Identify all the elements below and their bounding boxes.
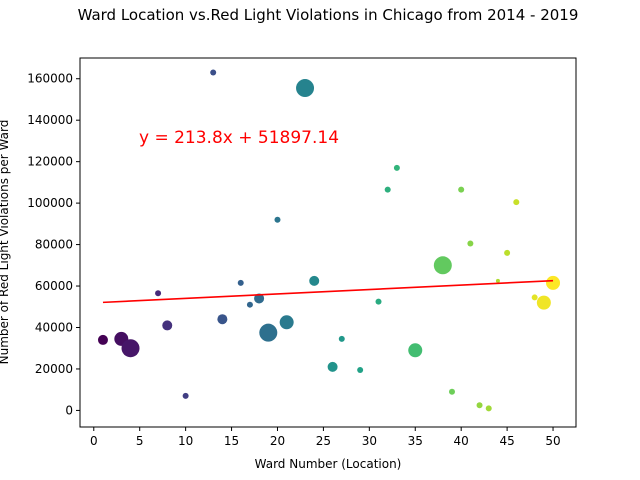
data-point-32: [531, 294, 538, 301]
data-point-27: [476, 402, 483, 409]
data-point-24: [449, 388, 455, 395]
data-point-31: [513, 199, 520, 206]
x-axis-label: Ward Number (Location): [255, 457, 402, 471]
data-point-23: [433, 256, 452, 275]
data-point-15: [309, 275, 320, 286]
data-point-2: [121, 339, 140, 358]
x-tick-label-8: 40: [454, 434, 469, 448]
regression-layer: [102, 279, 554, 304]
regression-equation: y = 213.8x + 51897.14: [139, 128, 339, 148]
data-point-20: [384, 186, 391, 193]
x-tick-label-3: 15: [224, 434, 239, 448]
data-point-10: [254, 293, 265, 304]
data-point-28: [485, 405, 492, 412]
y-axis-label: Number of Red Light Violations per Ward: [0, 120, 11, 365]
data-point-17: [338, 335, 345, 342]
data-point-6: [210, 69, 217, 76]
data-point-16: [327, 361, 338, 372]
y-tick-label-5: 100000: [27, 196, 73, 210]
x-tick-label-1: 5: [136, 434, 144, 448]
x-tick-label-6: 30: [362, 434, 377, 448]
y-tick-label-7: 140000: [27, 113, 73, 127]
data-point-26: [467, 240, 474, 247]
plot-frame: [79, 57, 577, 428]
data-point-29: [495, 278, 500, 283]
data-point-33: [536, 295, 551, 310]
data-point-19: [375, 298, 382, 305]
y-tick-label-0: 0: [65, 403, 73, 417]
x-tick-label-5: 25: [316, 434, 331, 448]
data-point-14: [296, 79, 315, 98]
x-tick-label-9: 45: [499, 434, 514, 448]
data-point-13: [279, 315, 294, 330]
y-axis: 0 20000 40000 60000 80000 100000 120000 140000 1…: [27, 72, 80, 417]
data-point-21: [393, 164, 400, 171]
x-tick-label-2: 10: [178, 434, 193, 448]
x-tick-label-7: 35: [408, 434, 423, 448]
data-point-30: [504, 249, 511, 256]
data-point-22: [408, 343, 423, 358]
x-tick-label-4: 20: [270, 434, 285, 448]
chart-title: Ward Location vs.Red Light Violations in…: [78, 6, 579, 24]
y-tick-label-3: 60000: [35, 279, 73, 293]
data-point-12: [274, 216, 281, 223]
y-tick-label-1: 20000: [35, 362, 73, 376]
data-point-34: [546, 275, 561, 290]
data-point-25: [458, 186, 465, 193]
plot-marks: [97, 69, 561, 412]
data-point-8: [237, 279, 244, 286]
data-point-18: [357, 366, 364, 373]
y-tick-label-6: 120000: [27, 155, 73, 169]
y-tick-label-2: 40000: [35, 320, 73, 334]
regression-line: [102, 279, 554, 304]
data-point-11: [259, 323, 278, 342]
y-tick-label-4: 80000: [35, 238, 73, 252]
data-point-4: [162, 320, 173, 331]
data-point-5: [182, 392, 189, 399]
data-point-0: [97, 334, 108, 345]
x-axis: 0 5 10 15 20 25 30 35 40 45 50: [90, 427, 561, 448]
x-tick-label-10: 50: [545, 434, 560, 448]
x-tick-label-0: 0: [90, 434, 98, 448]
data-point-9: [246, 301, 253, 308]
y-tick-label-8: 160000: [27, 72, 73, 86]
data-point-3: [155, 290, 162, 297]
data-point-7: [217, 314, 228, 325]
